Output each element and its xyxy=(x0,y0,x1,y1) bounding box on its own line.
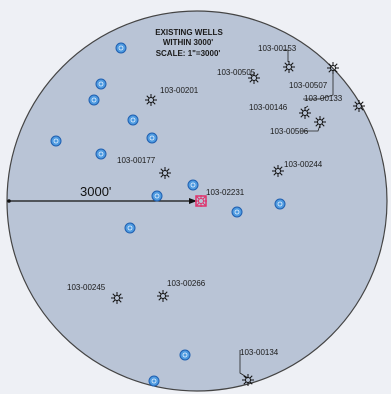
well-103-00133: 103-00133 xyxy=(304,94,365,112)
well-marker-inner xyxy=(91,97,97,103)
well-marker-icon xyxy=(115,42,127,54)
well-marker-inner xyxy=(127,225,133,231)
well-marker-icon xyxy=(151,190,163,202)
well-103-00134: 103-00134 xyxy=(240,348,279,386)
title-line-3: SCALE: 1"=3000' xyxy=(156,49,221,58)
well-103-00266: 103-00266 xyxy=(157,279,206,302)
well-103-00506: 103-00506 xyxy=(270,116,326,136)
well-marker-icon xyxy=(127,114,139,126)
title-line-1: EXISTING WELLS xyxy=(155,28,223,37)
well-symbol-icon xyxy=(157,290,169,302)
well-marker-icon xyxy=(95,148,107,160)
well-marker-inner xyxy=(154,193,160,199)
well-symbol-icon xyxy=(299,107,311,119)
well-label: 103-00245 xyxy=(67,283,106,292)
well-label: 103-00201 xyxy=(160,86,199,95)
leader-lines xyxy=(239,49,334,379)
well-103-00505: 103-00505 xyxy=(217,68,260,84)
well-marker-inner xyxy=(277,201,283,207)
well-marker-icon xyxy=(95,78,107,90)
well-marker-icon xyxy=(148,375,160,387)
well-103-00146: 103-00146 xyxy=(249,103,311,119)
unlabeled-wells xyxy=(50,42,286,387)
radius-label: 3000' xyxy=(80,184,111,199)
well-marker-icon xyxy=(187,179,199,191)
well-marker-icon xyxy=(274,198,286,210)
well-marker-inner xyxy=(130,117,136,123)
well-103-02231: 103-02231 xyxy=(195,188,245,207)
well-103-00177: 103-00177 xyxy=(117,156,171,179)
radius-indicator: 3000' xyxy=(7,184,197,204)
well-marker-inner xyxy=(118,45,124,51)
well-label: 103-00153 xyxy=(258,44,297,53)
well-symbol-icon xyxy=(314,116,326,128)
well-marker-inner xyxy=(234,209,240,215)
well-symbol-icon xyxy=(111,292,123,304)
title-line-2: WITHIN 3000' xyxy=(163,38,213,47)
well-label: 103-00506 xyxy=(270,127,309,136)
well-marker-icon xyxy=(231,206,243,218)
well-label: 103-02231 xyxy=(206,188,245,197)
well-symbol-icon xyxy=(145,94,157,106)
well-label: 103-00177 xyxy=(117,156,156,165)
labeled-wells: 103-00153 103-00505 103-00507 103-00201 103-… xyxy=(67,44,365,386)
well-marker-icon xyxy=(88,94,100,106)
well-symbol-icon xyxy=(272,165,284,177)
well-symbol-icon xyxy=(353,100,365,112)
well-symbol-icon xyxy=(327,62,339,74)
well-label: 103-00133 xyxy=(304,94,343,103)
well-marker-inner xyxy=(98,81,104,87)
well-marker-inner xyxy=(149,135,155,141)
well-label: 103-00146 xyxy=(249,103,288,112)
well-103-00245: 103-00245 xyxy=(67,283,123,304)
well-marker-icon xyxy=(179,349,191,361)
well-103-00201: 103-00201 xyxy=(145,86,199,106)
well-label: 103-00244 xyxy=(284,160,323,169)
well-103-00153: 103-00153 xyxy=(258,44,297,73)
well-label: 103-00266 xyxy=(167,279,206,288)
well-symbol-icon xyxy=(283,61,295,73)
well-symbol-icon xyxy=(195,195,207,207)
well-marker-inner xyxy=(98,151,104,157)
well-symbol-icon xyxy=(248,72,260,84)
well-marker-inner xyxy=(151,378,157,384)
well-marker-inner xyxy=(190,182,196,188)
well-symbol-icon xyxy=(242,374,254,386)
well-marker-icon xyxy=(124,222,136,234)
well-marker-icon xyxy=(50,135,62,147)
well-label: 103-00507 xyxy=(289,81,328,90)
well-marker-inner xyxy=(53,138,59,144)
well-103-00507: 103-00507 xyxy=(289,62,339,90)
well-103-00244: 103-00244 xyxy=(272,160,323,177)
well-label: 103-00505 xyxy=(217,68,256,77)
well-marker-icon xyxy=(146,132,158,144)
well-label: 103-00134 xyxy=(240,348,279,357)
well-symbol-icon xyxy=(159,167,171,179)
well-marker-inner xyxy=(182,352,188,358)
